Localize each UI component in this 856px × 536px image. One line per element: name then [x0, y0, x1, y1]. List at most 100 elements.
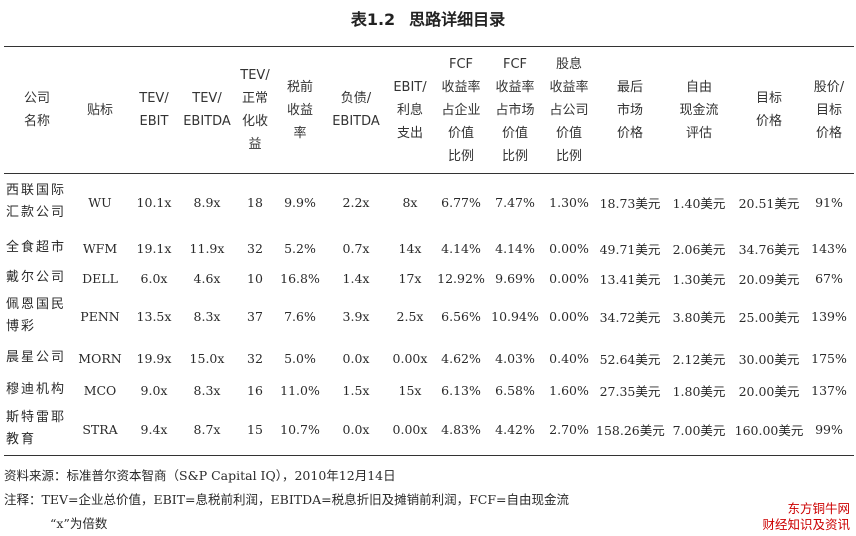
column-header: 负债/ EBITDA — [332, 91, 380, 129]
source-note: 资料来源：标准普尔资本智商（S&P Capital IQ），2010年12月14… — [4, 468, 396, 483]
column-header: 最后 市场 价格 — [616, 79, 643, 141]
column-header: 目标 价格 — [755, 91, 782, 129]
table-title: 表1.2 思路详细目录 — [0, 6, 856, 30]
ticker-cell: WU — [88, 194, 112, 210]
table-number: 表1.2 — [350, 10, 396, 29]
ticker-cell: MORN — [78, 350, 122, 366]
value-cell: 6.13% — [441, 382, 481, 398]
value-cell: 15 — [247, 421, 263, 437]
table-caption: 思路详细目录 — [409, 10, 506, 29]
column-header: 公司 名称 — [23, 91, 50, 129]
value-cell: 0.00% — [549, 270, 589, 286]
value-cell: 7.47% — [495, 194, 535, 210]
value-cell: 20.00美元 — [738, 383, 800, 399]
watermark-site-name: 东方铜牛网 — [787, 501, 850, 516]
value-cell: 32 — [247, 350, 263, 366]
value-cell: 18 — [247, 194, 263, 210]
value-cell: 10.1x — [136, 194, 172, 210]
value-cell: 2.5x — [396, 308, 424, 324]
value-cell: 5.2% — [284, 240, 316, 256]
value-cell: 99% — [815, 421, 843, 437]
value-cell: 4.42% — [495, 421, 535, 437]
value-cell: 0.00% — [549, 308, 589, 324]
column-header: TEV/ 正常 化收 益 — [240, 68, 270, 152]
table-row: 西联国际 汇款公司 WU 10.1x 8.9x 18 9.9% 2.2x 8x 6.77% 7.4… — [4, 173, 854, 231]
value-cell: 20.09美元 — [738, 271, 800, 287]
value-cell: 30.00美元 — [738, 351, 800, 367]
value-cell: 34.72美元 — [599, 309, 661, 325]
value-cell: 5.0% — [284, 350, 316, 366]
value-cell: 7.00美元 — [672, 422, 726, 438]
value-cell: 12.92% — [437, 270, 485, 286]
value-cell: 9.0x — [140, 382, 168, 398]
value-cell: 14x — [398, 240, 422, 256]
value-cell: 1.40美元 — [672, 195, 726, 211]
column-header: TEV/ EBITDA — [183, 91, 231, 129]
header-rule — [4, 173, 854, 174]
column-header: 贴标 — [86, 102, 113, 118]
value-cell: 0.7x — [342, 240, 370, 256]
value-cell: 137% — [811, 382, 847, 398]
value-cell: 32 — [247, 240, 263, 256]
value-cell: 8.9x — [193, 194, 221, 210]
value-cell: 0.00x — [392, 350, 428, 366]
value-cell: 160.00美元 — [734, 422, 804, 438]
value-cell: 16 — [247, 382, 263, 398]
value-cell: 2.12美元 — [672, 351, 726, 367]
ticker-cell: WFM — [82, 240, 118, 256]
value-cell: 52.64美元 — [599, 351, 661, 367]
value-cell: 2.06美元 — [672, 241, 726, 257]
value-cell: 9.69% — [495, 270, 535, 286]
value-cell: 4.62% — [441, 350, 481, 366]
ticker-cell: PENN — [80, 308, 120, 324]
value-cell: 9.4x — [140, 421, 168, 437]
abbreviation-note: 注释：TEV=企业总价值，EBIT=息税前利润，EBITDA=税息折旧及摊销前利… — [4, 492, 570, 507]
multiple-note: “x”为倍数 — [50, 516, 108, 531]
table-row: 穆迪机构 MCO 9.0x 8.3x 16 11.0% 1.5x 15x 6.13% 6.58% 1… — [4, 375, 854, 405]
table-row: 晨星公司 MORN 19.9x 15.0x 32 5.0% 0.0x 0.00x 4.62% 4.… — [4, 341, 854, 375]
value-cell: 6.56% — [441, 308, 481, 324]
table-row: 戴尔公司 DELL 6.0x 4.6x 10 16.8% 1.4x 17x 12.92% 9.69… — [4, 265, 854, 291]
value-cell: 18.73美元 — [599, 195, 661, 211]
value-cell: 19.1x — [136, 240, 172, 256]
value-cell: 1.30% — [549, 194, 589, 210]
value-cell: 20.51美元 — [738, 195, 800, 211]
company-name-cell: 西联国际 汇款公司 — [6, 183, 67, 220]
column-header: 股息 收益率 占公司 价值 比例 — [549, 56, 589, 164]
stock-screen-table: 公司 名称 贴标 TEV/ EBIT TEV/ EBITDA TEV/ 正常 化收 益税… — [4, 47, 854, 453]
notes: 资料来源：标准普尔资本智商（S&P Capital IQ），2010年12月14… — [4, 464, 569, 536]
value-cell: 6.58% — [495, 382, 535, 398]
value-cell: 10.7% — [280, 421, 320, 437]
value-cell: 13.41美元 — [599, 271, 661, 287]
ticker-cell: MCO — [83, 382, 117, 398]
value-cell: 15.0x — [189, 350, 225, 366]
value-cell: 0.0x — [342, 421, 370, 437]
value-cell: 34.76美元 — [738, 241, 800, 257]
value-cell: 4.6x — [193, 270, 221, 286]
column-header: FCF 收益率 占企业 价值 比例 — [441, 56, 481, 164]
top-rule — [4, 46, 854, 47]
value-cell: 158.26美元 — [596, 422, 665, 438]
value-cell: 8x — [402, 194, 418, 210]
value-cell: 4.83% — [441, 421, 481, 437]
column-header: TEV/ EBIT — [139, 91, 169, 129]
column-header: EBIT/ 利息 支出 — [393, 79, 427, 141]
column-header: FCF 收益率 占市场 价值 比例 — [495, 56, 535, 164]
value-cell: 25.00美元 — [738, 309, 800, 325]
table-body: 西联国际 汇款公司 WU 10.1x 8.9x 18 9.9% 2.2x 8x 6.77% 7.4… — [4, 173, 854, 453]
value-cell: 49.71美元 — [599, 241, 661, 257]
ticker-cell: DELL — [82, 270, 118, 286]
company-name-cell: 穆迪机构 — [6, 382, 67, 397]
value-cell: 0.40% — [549, 350, 589, 366]
company-name-cell: 佩恩国民 博彩 — [6, 297, 67, 334]
value-cell: 175% — [811, 350, 847, 366]
value-cell: 10 — [247, 270, 263, 286]
header-row: 公司 名称 贴标 TEV/ EBIT TEV/ EBITDA TEV/ 正常 化收 益税… — [4, 47, 854, 173]
value-cell: 0.00% — [549, 240, 589, 256]
value-cell: 27.35美元 — [599, 383, 661, 399]
value-cell: 8.7x — [193, 421, 221, 437]
value-cell: 1.30美元 — [672, 271, 726, 287]
value-cell: 3.80美元 — [672, 309, 726, 325]
value-cell: 11.0% — [280, 382, 320, 398]
value-cell: 6.0x — [140, 270, 168, 286]
